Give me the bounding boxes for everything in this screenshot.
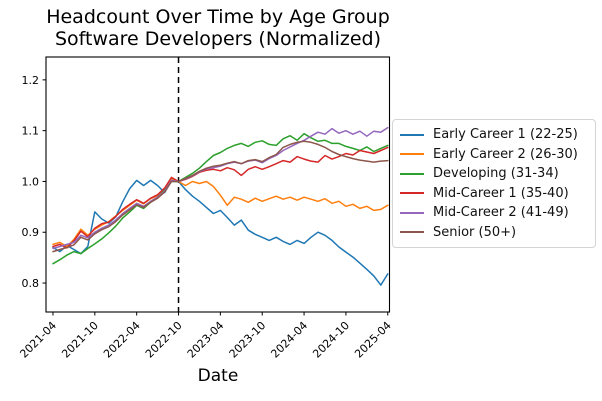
legend-item: Early Career 2 (26-30): [400, 147, 587, 162]
legend-line-swatch-icon: [400, 231, 424, 234]
series-line-0: [52, 179, 389, 286]
legend-label: Mid-Career 1 (35-40): [433, 185, 569, 201]
x-tick-label: 2022-10: [143, 319, 185, 361]
legend-item: Mid-Career 2 (41-49): [400, 205, 587, 220]
series-line-1: [52, 177, 389, 248]
y-tick-label: 1.0: [22, 175, 40, 188]
y-tick-label: 1.2: [22, 74, 40, 87]
legend-label: Developing (31-34): [433, 166, 559, 182]
legend-line-swatch-icon: [400, 172, 424, 175]
legend-item: Early Career 1 (22-25): [400, 127, 587, 142]
legend-label: Senior (50+): [433, 224, 517, 240]
x-tick-label: 2023-04: [185, 319, 227, 361]
legend-item: Developing (31-34): [400, 166, 587, 181]
x-tick-label: 2021-10: [59, 319, 101, 361]
legend-line-swatch-icon: [400, 153, 424, 156]
chart-title-line2: Software Developers (Normalized): [54, 28, 382, 51]
legend-item: Senior (50+): [400, 225, 587, 240]
x-tick-label: 2025-04: [352, 319, 394, 361]
legend-line-swatch-icon: [400, 133, 424, 136]
x-tick-label: 2023-10: [227, 319, 269, 361]
legend-label: Early Career 1 (22-25): [433, 127, 578, 143]
y-tick-label: 0.8: [22, 277, 40, 290]
axes-frame: [45, 56, 391, 313]
x-tick-label: 2022-04: [101, 319, 143, 361]
legend-line-swatch-icon: [400, 192, 424, 195]
y-tick-label: 0.9: [22, 226, 40, 239]
series-line-4: [52, 126, 389, 250]
chart-title-line1: Headcount Over Time by Age Group: [46, 6, 390, 28]
y-tick-label: 1.1: [22, 125, 40, 138]
x-tick-label: 2024-04: [268, 319, 310, 361]
x-axis-label: Date: [197, 366, 239, 386]
legend-line-swatch-icon: [400, 211, 424, 214]
legend: Early Career 1 (22-25) Early Career 2 (2…: [392, 119, 596, 248]
x-tick-label: 2024-10: [310, 319, 352, 361]
legend-label: Mid-Career 2 (41-49): [433, 205, 569, 221]
chart-title: Headcount Over Time by Age Group Softwar…: [33, 6, 403, 51]
series-line-2: [52, 132, 389, 265]
legend-item: Mid-Career 1 (35-40): [400, 186, 587, 201]
series-line-3: [52, 146, 389, 249]
legend-label: Early Career 2 (26-30): [433, 146, 578, 162]
series-line-5: [52, 140, 389, 253]
x-tick-label: 2021-04: [17, 319, 59, 361]
